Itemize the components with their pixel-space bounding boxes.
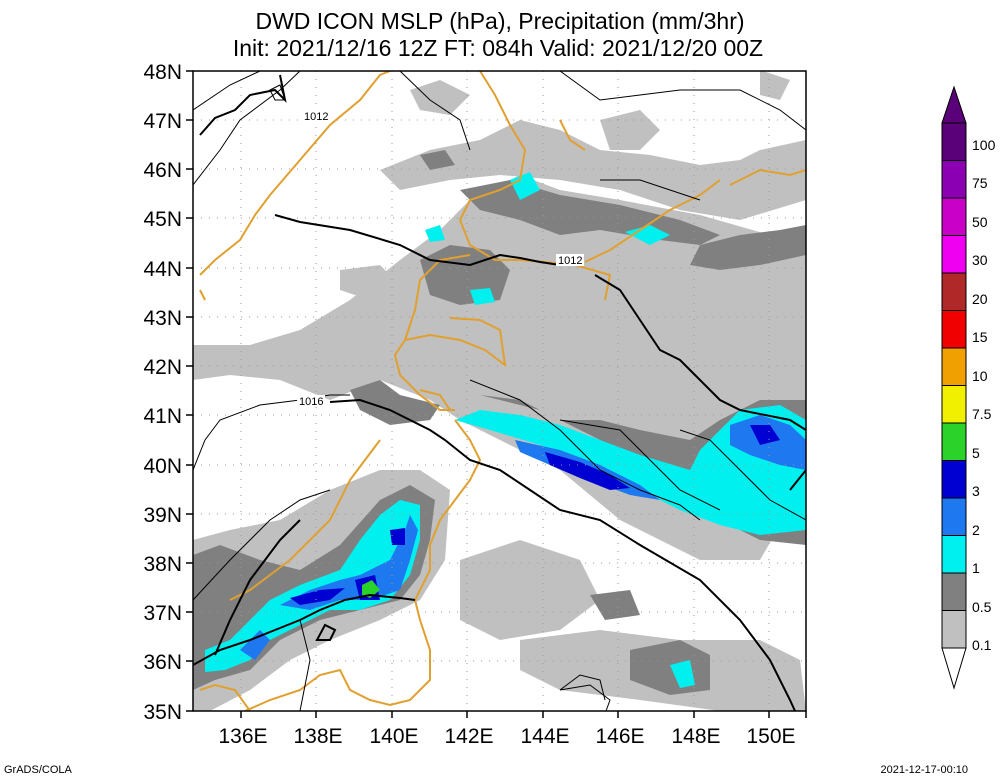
legend-label: 0.1 [972,637,992,653]
legend-label: 20 [972,291,988,307]
legend-swatch [941,310,967,349]
legend-swatch [941,385,967,424]
legend-swatch [941,160,967,199]
precip-legend: 0.1 0.5 1 2 3 5 7.5 10 15 20 30 50 75 10… [941,85,996,690]
lon-label: 146E [595,725,644,748]
legend-swatch [941,535,967,574]
legend-swatch [941,122,967,161]
lat-label: 44N [143,258,182,281]
lat-label: 36N [143,651,182,674]
lon-label: 136E [218,725,267,748]
lat-label: 39N [143,504,182,527]
legend-label: 15 [972,329,988,345]
legend-label: 50 [972,214,988,230]
lon-label: 150E [746,725,795,748]
lat-label: 35N [143,701,182,724]
legend-swatch [941,610,967,649]
lat-label: 48N [143,61,182,84]
legend-label: 2 [972,522,980,538]
legend-label: 75 [972,175,988,191]
map-gridlines [193,71,806,711]
legend-label: 10 [972,368,988,384]
lat-label: 43N [143,307,182,330]
legend-label: 30 [972,252,988,268]
lat-label: 46N [143,159,182,182]
map-title: DWD ICON MSLP (hPa), Precipitation (mm/3… [255,8,745,34]
isobar-label: 1012 [304,111,328,123]
lat-label: 37N [143,602,182,625]
footer-timestamp: 2021-12-17-00:10 [880,764,968,776]
lat-label: 41N [143,405,182,428]
lat-label: 45N [143,208,182,231]
lat-label: 42N [143,356,182,379]
map-subtitle: Init: 2021/12/16 12Z FT: 084h Valid: 202… [232,35,764,61]
legend-top-arrow [941,85,967,124]
lon-label: 138E [293,725,342,748]
legend-label: 3 [972,483,980,499]
legend-label: 1 [972,560,980,576]
lon-label: 148E [671,725,720,748]
lat-label: 40N [143,455,182,478]
legend-swatch [941,572,967,611]
isobar-label: 1012 [558,255,582,267]
lat-label: 38N [143,553,182,576]
legend-label: 100 [972,137,996,153]
legend-swatch [941,422,967,461]
lon-label: 144E [520,725,569,748]
lat-label: 47N [143,110,182,133]
legend-swatch [941,235,967,274]
isobar-label: 1016 [299,396,323,408]
lon-label: 142E [444,725,493,748]
map-frame [192,70,807,712]
legend-bottom-arrow [941,647,967,690]
legend-swatch [941,497,967,536]
lon-label: 140E [369,725,418,748]
legend-swatch [941,460,967,499]
legend-label: 5 [972,445,980,461]
precipitation-field [193,71,806,711]
legend-swatch [941,347,967,386]
legend-label: 7.5 [972,406,992,422]
coastlines [199,71,806,711]
footer-credit: GrADS/COLA [4,764,72,776]
legend-swatch [941,197,967,236]
legend-label: 0.5 [972,599,992,615]
isobars-thin [193,71,806,711]
legend-swatch [941,272,967,311]
